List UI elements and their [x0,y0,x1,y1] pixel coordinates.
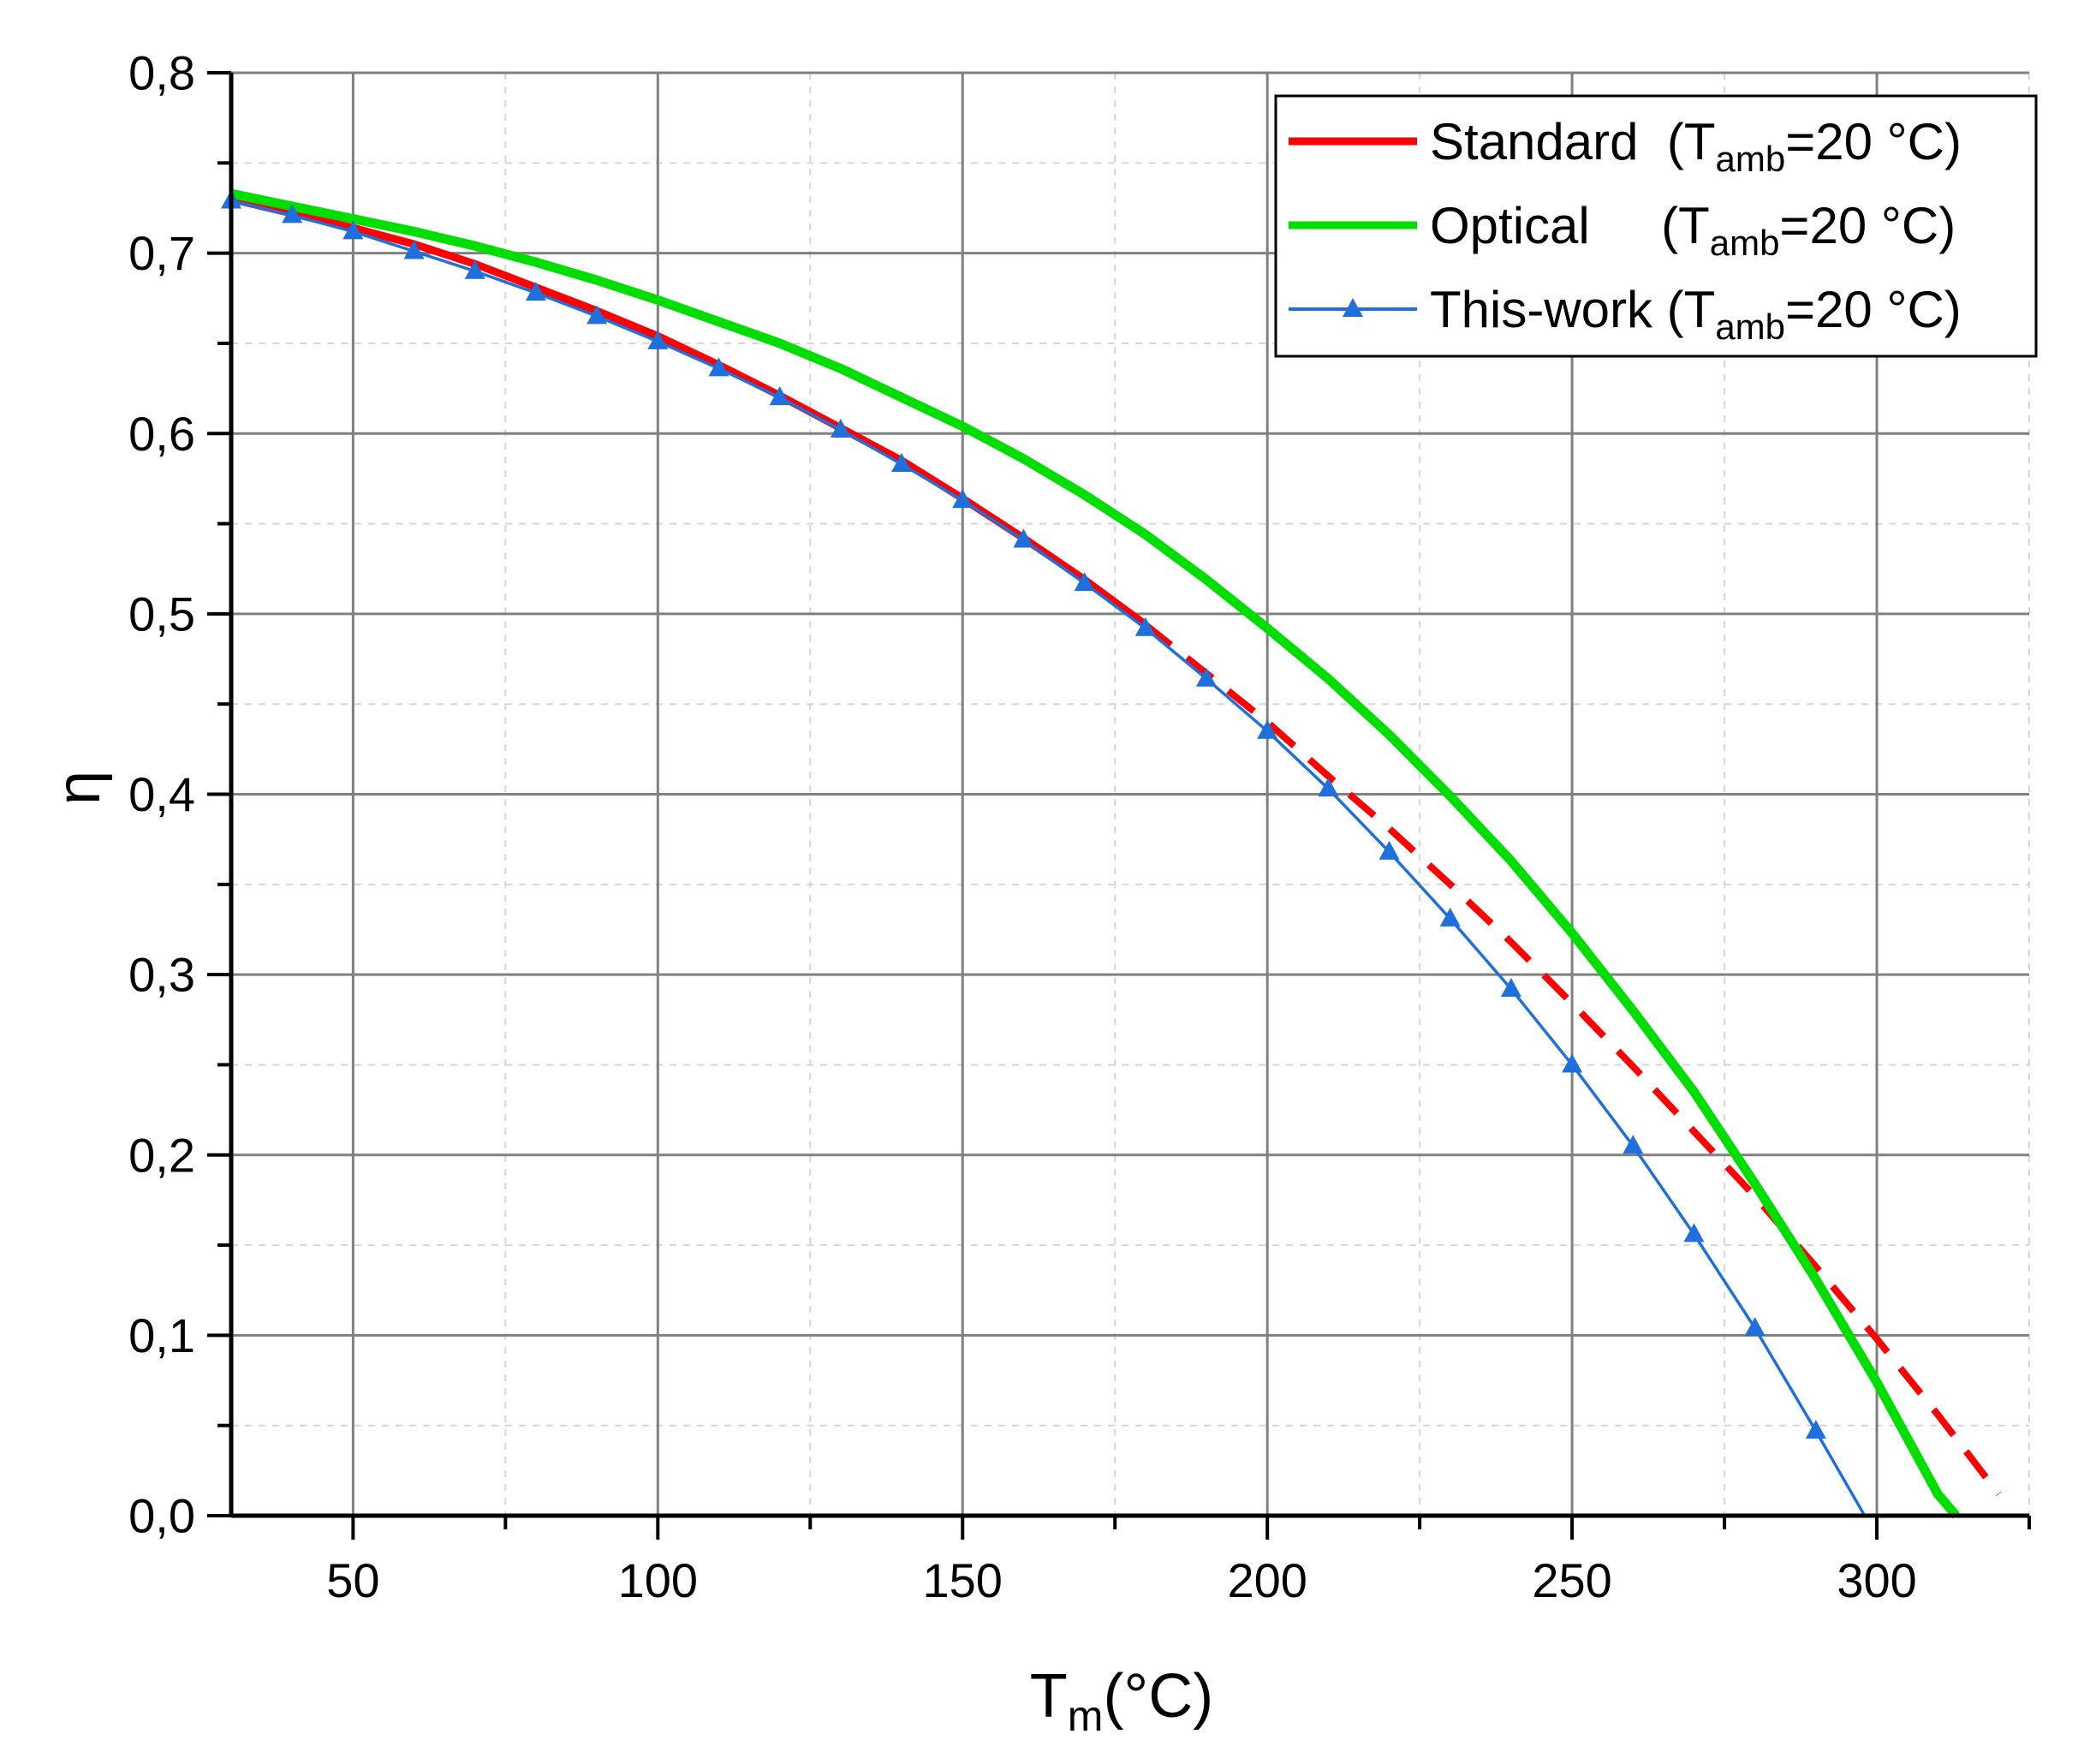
legend-label-optical-sub: amb [1710,223,1780,263]
legend-label-standard-sub: amb [1716,139,1786,179]
x-axis-title: Tm(°C) [1030,1662,1213,1740]
legend-label-this-work-base: This-work (T [1430,281,1715,338]
series-this-work-marker [952,489,974,509]
series-this-work-marker [1195,667,1217,687]
y-tick-label: 0,5 [128,587,195,641]
series-optical-line [229,188,1960,1519]
series-this-work-marker [891,453,913,473]
y-tick-label: 0,3 [128,948,195,1002]
series-this-work-marker [1257,719,1278,739]
series-this-work-marker [1805,1420,1826,1439]
x-axis-title-base: T [1030,1662,1068,1731]
legend-label-optical: Optical (Tamb=20 °C) [1430,197,1956,263]
y-tick-label: 0,4 [128,767,195,821]
series-this-work-marker [1378,840,1400,860]
x-tick-label: 200 [1227,1553,1307,1607]
series-this-work-marker [1074,572,1095,592]
series-standard-solid [229,195,1148,629]
y-tick-label: 0,1 [128,1308,195,1362]
series-this-work-line [230,199,1867,1517]
series-this-work-marker [1439,907,1461,927]
series-this-work-marker [1013,528,1034,548]
x-tick-label: 150 [923,1553,1003,1607]
legend-label-this-work: This-work (Tamb=20 °C) [1430,281,1962,347]
series-this-work-marker [587,305,608,325]
legend-label-this-work-rest: =20 °C) [1785,281,1962,338]
series-this-work-marker [464,259,485,279]
legend-label-optical-rest: =20 °C) [1779,197,1956,254]
series-layer [221,188,2002,1519]
series-this-work-marker [525,281,546,301]
legend-label-optical-base: Optical (T [1430,197,1710,254]
series-this-work-marker [830,419,851,438]
series-this-work-marker [342,220,364,240]
legend-label-this-work-sub: amb [1715,307,1785,347]
legend: Standard (Tamb=20 °C) Optical (Tamb=20 °… [1274,94,2038,358]
series-this-work-marker [1134,617,1156,636]
series-this-work-marker [647,330,669,349]
x-axis-title-rest: (°C) [1103,1662,1213,1731]
y-tick-label: 0,2 [128,1128,195,1182]
legend-marker-this-work [1343,298,1363,317]
y-tick-label: 0,7 [128,226,195,280]
series-this-work-marker [1500,977,1521,997]
series-this-work-marker [1744,1316,1766,1336]
y-tick-label: 0,0 [128,1489,195,1543]
x-tick-label: 250 [1532,1553,1611,1607]
series-this-work-marker [1562,1053,1583,1073]
series-this-work-marker [1683,1223,1705,1243]
series-this-work-marker [403,240,425,259]
y-axis-title: η [45,771,113,805]
series-this-work-marker [708,357,729,377]
legend-label-standard: Standard (Tamb=20 °C) [1430,113,1962,179]
tick-labels: 0,0 0,1 0,2 0,3 0,4 0,5 0,6 0,7 0,8 50 100 150 200 25… [128,46,1917,1608]
legend-label-standard-base: Standard (T [1430,113,1716,170]
x-tick-label: 50 [326,1553,379,1607]
y-tick-label: 0,6 [128,407,195,461]
series-standard-dashed [1143,622,2002,1497]
x-tick-label: 100 [618,1553,698,1607]
series-this-work-marker [282,204,303,223]
x-axis-title-sub: m [1068,1692,1104,1740]
series-this-work-marker [769,386,790,406]
y-tick-label: 0,8 [128,46,195,100]
series-this-work-marker [1623,1135,1644,1154]
x-tick-label: 300 [1837,1553,1916,1607]
series-this-work-marker [1318,778,1339,797]
legend-label-standard-rest: =20 °C) [1785,113,1962,170]
axes [207,71,2031,1540]
